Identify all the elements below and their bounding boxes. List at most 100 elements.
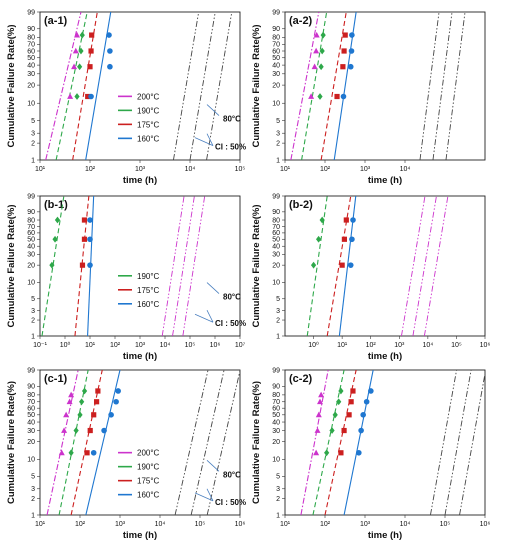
data-point-diamond [77,63,83,71]
y-tick-label: 99 [272,193,280,200]
data-point-square [79,262,86,268]
data-point-circle [87,236,93,243]
data-point-square [81,217,88,223]
ci-upper-line [459,371,485,515]
y-tick-label: 90 [272,384,280,391]
annotations: 80°C CI : 50% [194,460,246,507]
annotation-arrow [194,313,214,323]
x-tick-label: 10⁶ [210,342,221,349]
y-tick-label: 50 [272,55,280,62]
plot-area [41,196,206,336]
data-point-diamond [74,93,80,100]
panel-label: (c-2) [289,373,313,385]
data-point-square [338,450,344,456]
data-point-triangle [68,391,75,398]
data-point-circle [101,427,107,434]
x-tick-label: 10¹ [35,521,46,528]
panel-label: (c-1) [44,373,68,385]
ci-fit-line [432,12,453,160]
y-tick-label: 70 [272,42,280,49]
y-tick-label: 40 [27,62,35,69]
x-tick-label: 10¹ [85,342,96,349]
data-point-square [87,427,93,434]
y-tick-label: 5 [276,296,280,303]
data-point-square [341,427,347,434]
y-axis-title: Cumulative Failure Rate(%) [251,25,262,148]
ci-lower-line [430,370,458,515]
data-point-diamond [68,449,74,457]
y-tick-label: 3 [276,308,280,315]
y-tick-label: 40 [272,62,280,69]
y-tick-label: 90 [27,26,35,33]
x-tick-label: 10⁴ [185,166,196,173]
panel-label: (a-1) [44,15,68,27]
data-point-diamond [54,216,61,224]
y-tick-label: 10 [272,457,280,464]
data-point-circle [88,93,94,100]
fit-line [343,370,374,515]
annotation-arrow [206,460,220,472]
fit-line [55,12,88,160]
y-tick-label: 10 [272,280,280,287]
data-point-square [88,48,94,54]
data-point-square [343,217,349,223]
y-tick-label: 30 [27,252,35,259]
legend: 200°C 190°C 175°C 160°C [118,449,160,500]
y-tick-label: 2 [276,317,280,324]
ci-fit-line [444,370,472,515]
x-axis-title: time (h) [123,530,157,541]
y-axis-title: Cumulative Failure Rate(%) [6,25,17,148]
y-tick-label: 90 [27,209,35,216]
fit-line [306,196,328,336]
y-tick-label: 70 [272,224,280,231]
y-tick-label: 1 [31,333,35,340]
data-point-square [346,412,352,418]
data-point-circle [348,48,355,54]
data-point-triangle [313,31,320,38]
x-tick-label: 10⁵ [185,342,196,349]
x-tick-label: 10⁵ [195,521,206,528]
y-tick-label: 3 [31,308,35,315]
x-tick-label: 10⁴ [160,342,171,349]
y-tick-label: 30 [272,428,280,435]
data-point-square [339,262,345,268]
fit-line [45,12,82,160]
data-point-circle [113,398,119,405]
fit-line [70,370,103,515]
ci-fit-line [412,196,437,336]
annotation-arrow [206,282,220,294]
legend-label: 200°C [137,92,160,101]
y-tick-label: 30 [27,71,35,78]
data-point-diamond [319,216,325,224]
ci-lower-line [419,12,440,160]
panel-label: (a-2) [289,15,313,27]
plot-area [46,370,240,515]
data-point-square [91,412,97,418]
legend: 190°C 175°C 160°C [118,272,160,309]
y-tick-label: 30 [27,428,35,435]
y-tick-label: 20 [27,262,35,269]
plot-area [45,12,233,160]
data-point-square [350,388,356,394]
ci-lower-line [161,196,185,336]
y-tick-label: 60 [272,48,280,55]
x-axis-title: time (h) [368,351,402,362]
fit-line [290,12,320,160]
annotation-80c: 80°C [223,293,241,302]
y-tick-label: 1 [276,157,280,164]
y-tick-label: 50 [272,237,280,244]
y-axis-title: Cumulative Failure Rate(%) [6,381,17,504]
data-point-circle [107,63,113,70]
legend-label: 175°C [137,477,160,486]
ci-upper-line [423,196,449,336]
data-point-circle [350,217,356,223]
ci-fit-line [172,196,195,336]
y-tick-label: 30 [272,71,280,78]
legend-label: 160°C [137,300,160,309]
plot-frame [39,195,241,337]
ci-upper-line [445,12,466,160]
fit-line [85,12,112,160]
